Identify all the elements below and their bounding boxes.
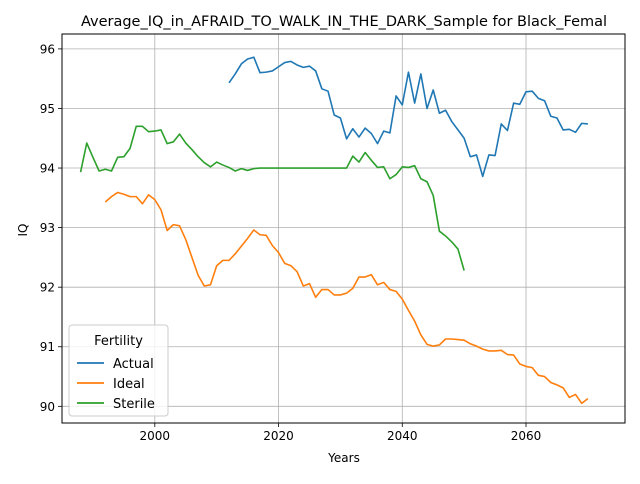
x-axis-label: Years bbox=[327, 451, 360, 465]
legend-label-sterile: Sterile bbox=[113, 397, 155, 412]
y-tick-label: 92 bbox=[40, 281, 55, 295]
chart-title: Average_IQ_in_AFRAID_TO_WALK_IN_THE_DARK… bbox=[81, 14, 607, 30]
legend-title: Fertility bbox=[94, 334, 143, 349]
y-tick-label: 94 bbox=[40, 162, 55, 176]
plot-area: 2000 2020 2040 2060 90 91 92 93 94 95 96 bbox=[40, 33, 626, 443]
legend-label-ideal: Ideal bbox=[113, 377, 145, 392]
y-tick-label: 96 bbox=[40, 42, 55, 56]
legend-label-actual: Actual bbox=[113, 357, 154, 372]
y-tick-label: 93 bbox=[40, 221, 55, 235]
legend-frame bbox=[68, 324, 169, 417]
x-tick-label: 2000 bbox=[140, 429, 171, 443]
y-tick-label: 95 bbox=[40, 102, 55, 116]
y-tick-label: 90 bbox=[40, 400, 55, 414]
series-line-ideal bbox=[104, 191, 589, 405]
axes-frame bbox=[61, 33, 626, 424]
x-tick-label: 2060 bbox=[511, 429, 542, 443]
x-tick-label: 2040 bbox=[387, 429, 418, 443]
series-line-actual bbox=[228, 56, 588, 178]
legend: Fertility Actual Ideal Sterile bbox=[68, 324, 169, 417]
x-tick-label: 2020 bbox=[263, 429, 294, 443]
series-line-sterile bbox=[79, 125, 465, 271]
y-tick-label: 91 bbox=[40, 340, 55, 354]
y-axis-label: IQ bbox=[16, 224, 30, 237]
